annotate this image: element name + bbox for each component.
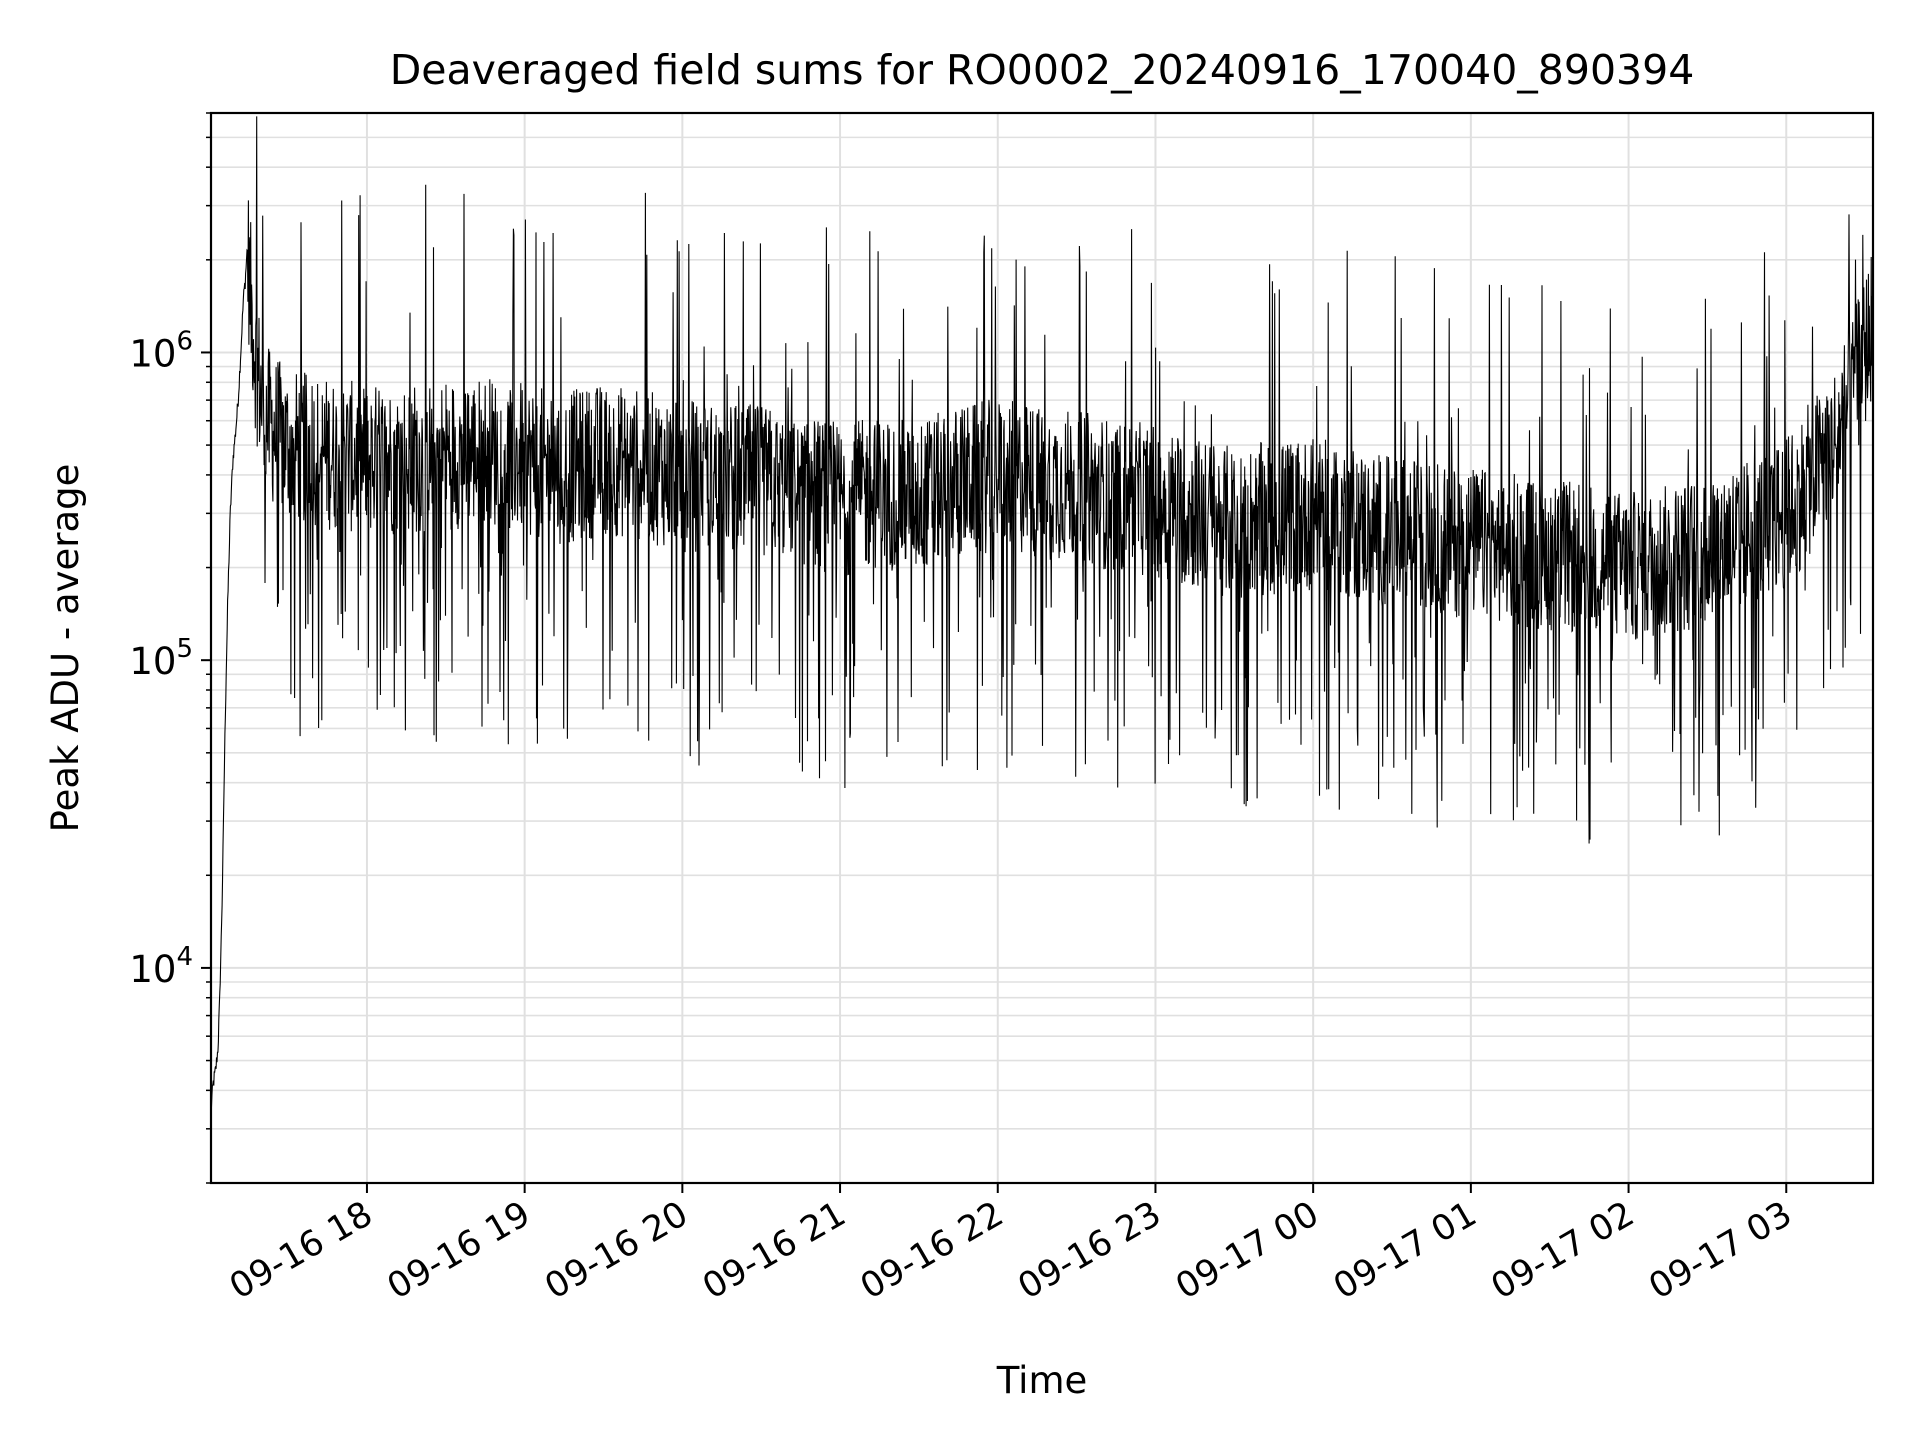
series-group [210, 116, 1874, 1108]
y-axis-label: Peak ADU - average [44, 464, 87, 833]
chart-title: Deaveraged field sums for RO0002_2024091… [390, 46, 1695, 94]
x-axis-label: Time [996, 1359, 1088, 1402]
axes-frame [209, 111, 1875, 1185]
series-line [210, 116, 1874, 1108]
